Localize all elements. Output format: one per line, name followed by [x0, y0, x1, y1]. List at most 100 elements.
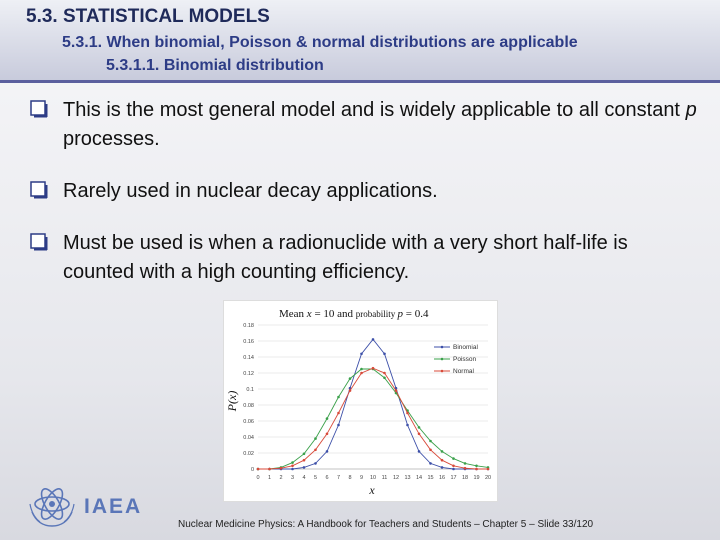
bullet-2-text: Rarely used in nuclear decay application…	[63, 180, 438, 202]
checkbox-bullet-icon	[30, 233, 48, 251]
data-point-normal	[452, 464, 455, 468]
y-tick-label: 0.14	[243, 355, 254, 361]
iaea-logo: IAEA	[26, 482, 166, 530]
data-point-binomial	[302, 466, 306, 469]
slide-header: 5.3. STATISTICAL MODELS 5.3.1. When bino…	[0, 0, 720, 83]
data-point-binomial	[440, 466, 444, 469]
data-point-binomial	[360, 352, 363, 356]
data-point-normal	[348, 389, 352, 392]
bullet-3-text: Must be used is when a radionuclide with…	[63, 232, 628, 283]
legend-marker-poisson	[440, 357, 444, 361]
data-point-poisson	[291, 461, 294, 464]
x-tick-label: 17	[450, 475, 456, 481]
data-point-normal	[463, 466, 467, 470]
data-point-poisson	[360, 367, 363, 371]
data-point-binomial	[429, 462, 432, 465]
data-point-poisson	[314, 437, 317, 440]
data-point-binomial	[291, 467, 294, 471]
y-tick-label: 0.18	[243, 323, 254, 329]
data-point-binomial	[337, 423, 340, 427]
chart-title: Mean x = 10 and probability p = 0.4	[279, 308, 429, 320]
x-tick-label: 20	[485, 475, 491, 481]
x-tick-label: 4	[302, 475, 305, 481]
y-tick-label: 0	[251, 467, 254, 473]
data-point-poisson	[337, 395, 340, 399]
data-point-normal	[268, 467, 271, 471]
data-point-normal	[291, 464, 294, 468]
y-tick-label: 0.04	[243, 435, 254, 441]
data-point-normal	[337, 411, 340, 415]
data-point-poisson	[325, 417, 329, 420]
chart-svg: Mean x = 10 and probability p = 0.4 0 0.0…	[225, 308, 491, 497]
slide-subtitle: 5.3.1. When binomial, Poisson & normal d…	[62, 34, 578, 51]
data-point-normal	[302, 458, 306, 462]
legend-marker-binomial	[440, 345, 444, 349]
data-point-poisson	[440, 450, 444, 453]
x-axis-label: x	[368, 483, 375, 497]
legend-label-binomial: Binomial	[453, 344, 478, 351]
x-tick-label: 11	[382, 475, 388, 481]
data-point-binomial	[406, 423, 409, 427]
data-point-binomial	[452, 467, 455, 471]
legend-label-poisson: Poisson	[453, 356, 477, 363]
x-tick-label: 10	[370, 475, 376, 481]
x-tick-label: 18	[462, 475, 468, 481]
data-point-normal	[440, 458, 444, 462]
slide-footer: Nuclear Medicine Physics: A Handbook for…	[178, 519, 594, 530]
data-point-normal	[383, 371, 386, 375]
data-point-poisson	[463, 462, 467, 465]
data-point-normal	[417, 432, 421, 436]
y-tick-label: 0.16	[243, 339, 254, 345]
x-tick-label: 2	[279, 475, 282, 481]
data-point-normal	[256, 467, 260, 471]
y-axis-label: P(x)	[225, 391, 239, 413]
data-point-normal	[486, 467, 490, 471]
x-tick-label: 3	[291, 475, 294, 481]
data-point-normal	[314, 448, 317, 452]
x-tick-label: 5	[314, 475, 317, 481]
y-tick-label: 0.06	[243, 419, 254, 425]
data-point-poisson	[475, 464, 478, 468]
data-point-binomial	[314, 462, 317, 465]
iaea-logo-text: IAEA	[84, 495, 142, 518]
y-tick-label: 0.1	[246, 387, 254, 393]
x-tick-label: 1	[268, 475, 271, 481]
data-point-normal	[371, 366, 375, 370]
slide-subsubtitle: 5.3.1.1. Binomial distribution	[106, 57, 324, 74]
distribution-chart: Mean x = 10 and probability p = 0.4 0 0.0…	[223, 300, 498, 502]
data-point-binomial	[325, 450, 329, 453]
x-tick-label: 0	[256, 475, 259, 481]
x-tick-label: 16	[439, 475, 445, 481]
x-tick-label: 13	[404, 475, 410, 481]
data-point-normal	[360, 371, 363, 375]
data-point-binomial	[371, 338, 375, 341]
slide-title: 5.3. STATISTICAL MODELS	[26, 6, 270, 27]
data-point-binomial	[417, 450, 421, 453]
data-point-normal	[406, 411, 409, 415]
x-tick-label: 9	[360, 475, 363, 481]
data-point-poisson	[452, 457, 455, 460]
series-line-normal	[258, 367, 488, 470]
data-point-normal	[325, 432, 329, 436]
checkbox-bullet-icon	[30, 100, 48, 118]
data-point-normal	[429, 448, 432, 452]
data-point-poisson	[429, 439, 432, 443]
y-tick-label: 0.08	[243, 403, 254, 409]
bullet-1-text: This is the most general model and is wi…	[63, 99, 697, 150]
data-point-normal	[279, 466, 283, 470]
x-tick-label: 15	[427, 475, 433, 481]
x-tick-label: 8	[348, 475, 351, 481]
x-tick-label: 12	[393, 475, 399, 481]
legend-label-normal: Normal	[453, 368, 475, 375]
data-point-poisson	[348, 377, 352, 380]
data-point-poisson	[302, 452, 306, 456]
data-point-binomial	[383, 352, 386, 356]
y-tick-label: 0.12	[243, 371, 254, 377]
iaea-emblem-icon: IAEA	[29, 488, 142, 527]
x-tick-label: 14	[416, 475, 422, 481]
checkbox-bullet-icon	[30, 181, 48, 199]
legend-marker-normal	[440, 369, 444, 373]
data-point-poisson	[383, 376, 386, 380]
x-tick-label: 19	[473, 475, 479, 481]
data-point-normal	[475, 467, 478, 471]
